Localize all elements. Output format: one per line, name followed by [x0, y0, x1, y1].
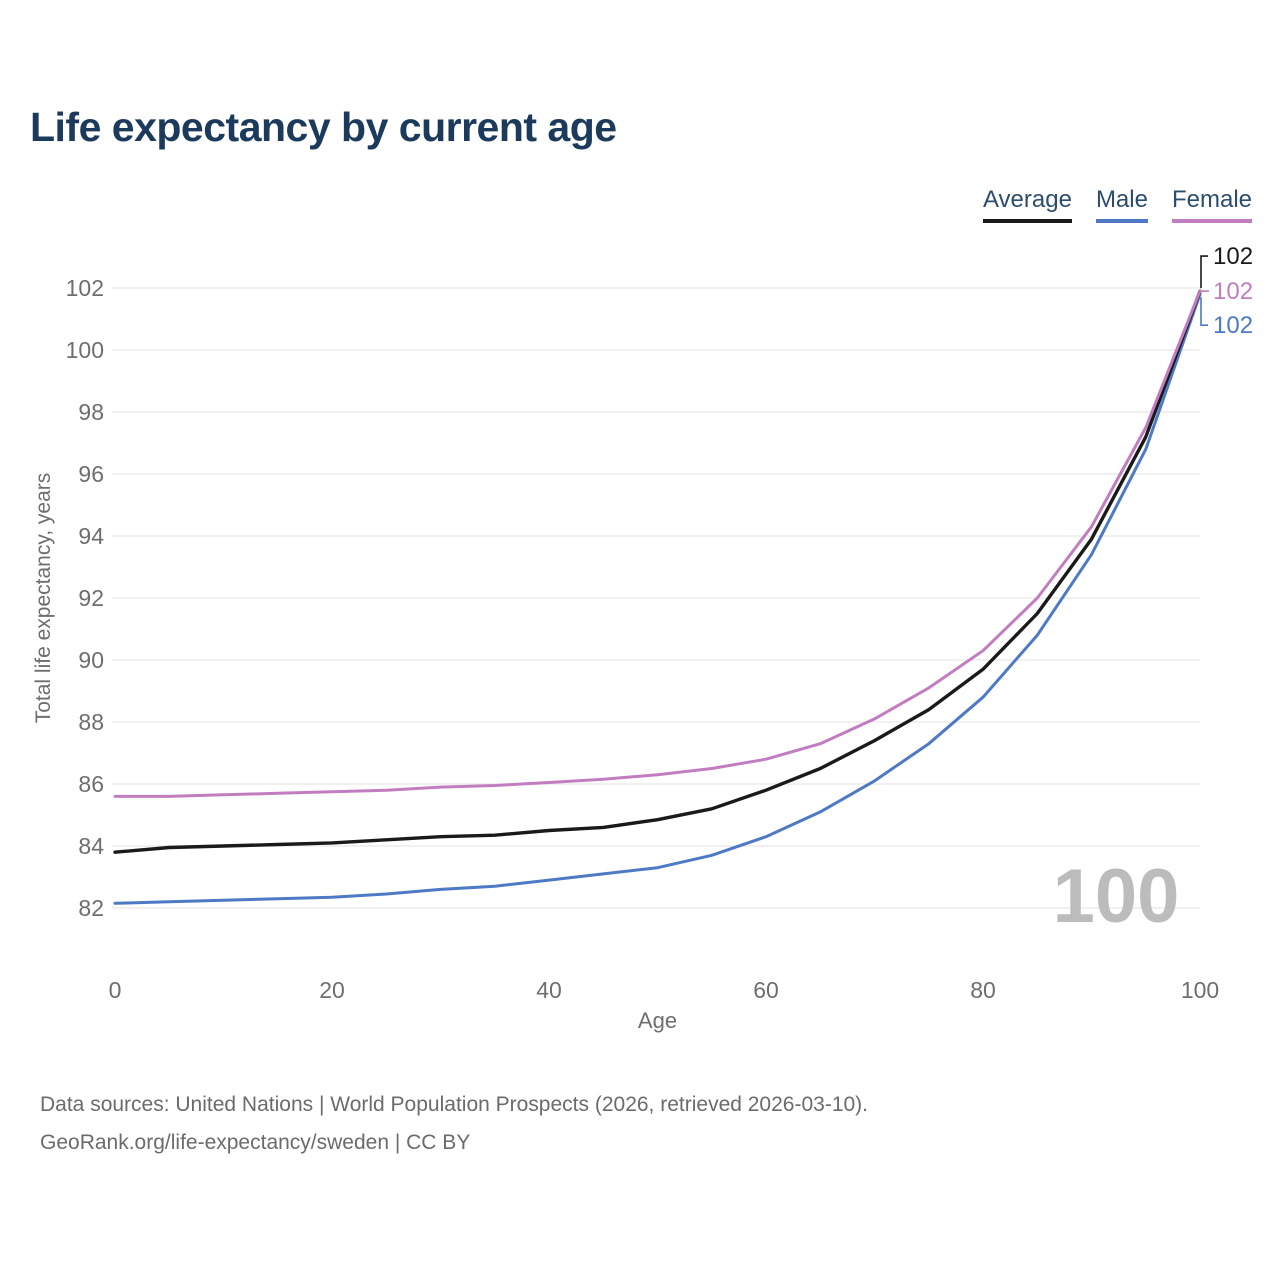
- end-label-female: 102: [1213, 278, 1253, 305]
- end-label-connector-average: [1200, 255, 1208, 289]
- x-tick-label: 80: [970, 977, 996, 1003]
- legend-item-female-label: Female: [1171, 186, 1252, 213]
- legend-item-male[interactable]: Male: [1095, 186, 1148, 223]
- x-tick-label: 0: [109, 977, 122, 1003]
- y-tick-label: 102: [66, 275, 104, 301]
- page-title: Life expectancy by current age: [30, 104, 617, 150]
- y-tick-label: 100: [66, 337, 104, 363]
- y-axis-title: Total life expectancy, years: [32, 473, 55, 724]
- end-label-average: 102: [1213, 243, 1253, 270]
- attribution-note: GeoRank.org/life-expectancy/sweden | CC …: [40, 1131, 471, 1154]
- y-tick-label: 92: [78, 585, 104, 611]
- series-line-male[interactable]: [113, 292, 1202, 905]
- data-sources-note: Data sources: United Nations | World Pop…: [40, 1093, 869, 1116]
- legend-item-female[interactable]: Female: [1171, 186, 1252, 223]
- end-value-labels: 102 102 102: [1200, 243, 1253, 339]
- series-line-average[interactable]: [113, 289, 1202, 854]
- y-tick-label: 86: [78, 771, 104, 797]
- y-tick-label: 98: [78, 399, 104, 425]
- series-line-female[interactable]: [113, 289, 1202, 798]
- y-tick-label: 90: [78, 647, 104, 673]
- x-tick-label: 60: [753, 977, 779, 1003]
- x-tick-label: 40: [536, 977, 562, 1003]
- y-gridlines: [112, 287, 1200, 909]
- y-tick-labels: 82 84 86 88 90 92 94 96 98 100 102: [66, 275, 105, 921]
- legend: Average Male Female: [982, 186, 1252, 223]
- legend-item-male-label: Male: [1095, 186, 1148, 213]
- legend-item-average[interactable]: Average: [982, 186, 1072, 223]
- x-tick-labels: 0 20 40 60 80 100: [109, 977, 1220, 1003]
- y-tick-label: 84: [78, 833, 104, 859]
- y-tick-label: 82: [78, 895, 104, 921]
- y-tick-label: 96: [78, 461, 104, 487]
- end-label-male: 102: [1213, 312, 1253, 339]
- x-tick-label: 100: [1181, 977, 1219, 1003]
- end-label-connector-male: [1200, 297, 1208, 326]
- y-tick-label: 88: [78, 709, 104, 735]
- x-tick-label: 20: [319, 977, 345, 1003]
- age-counter-watermark: 100: [1053, 854, 1180, 939]
- y-tick-label: 94: [78, 523, 104, 549]
- x-axis-title: Age: [638, 1008, 677, 1033]
- chart-footer: Data sources: United Nations | World Pop…: [40, 1086, 868, 1162]
- legend-item-average-label: Average: [982, 186, 1072, 213]
